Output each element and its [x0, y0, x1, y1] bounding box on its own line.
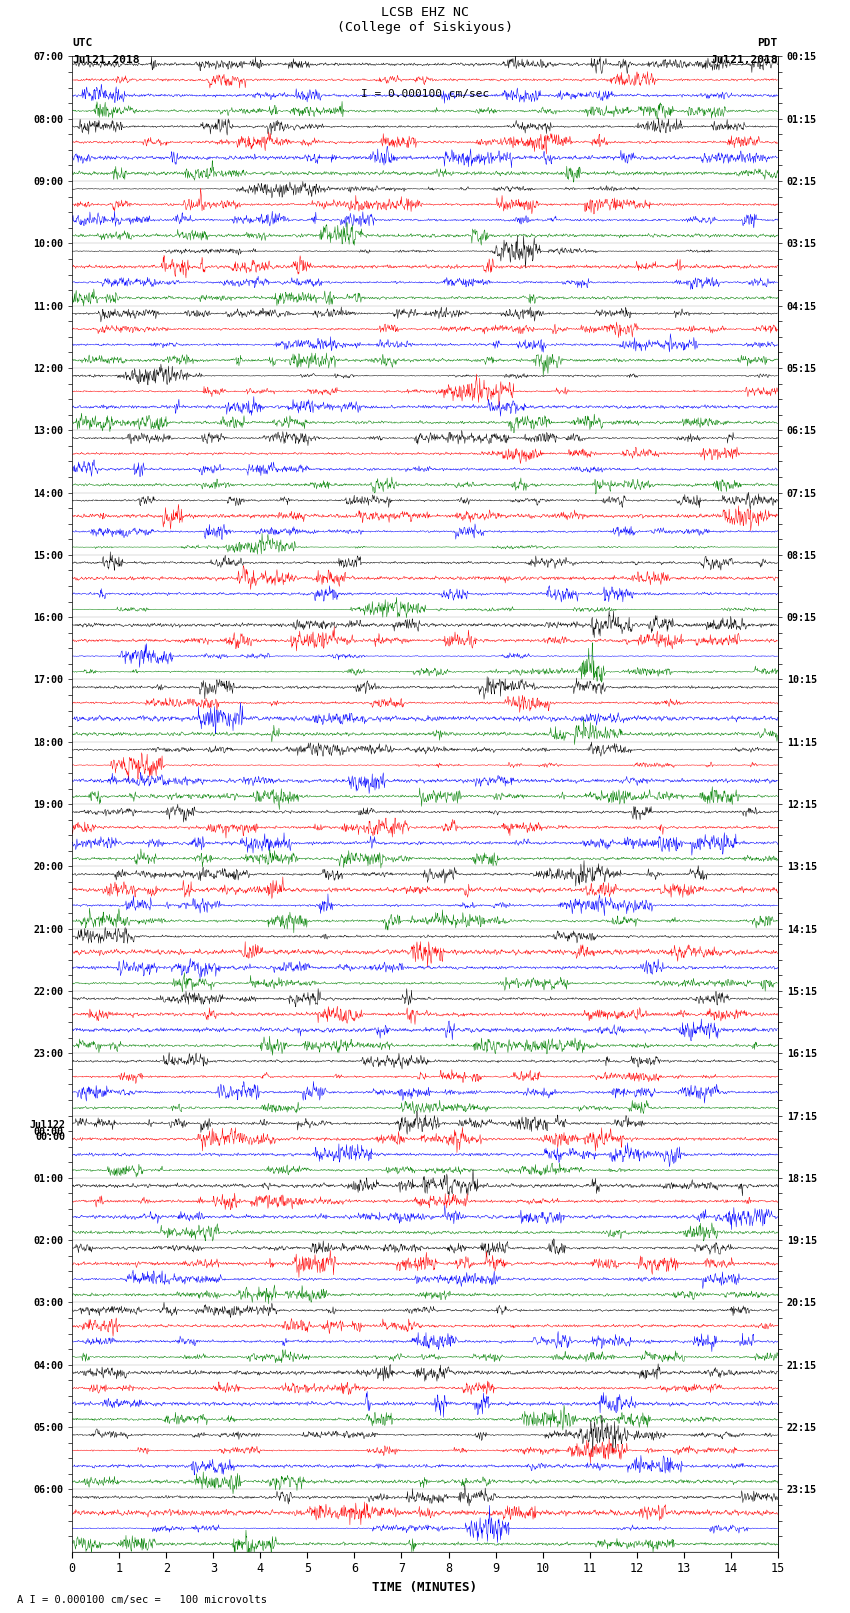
- X-axis label: TIME (MINUTES): TIME (MINUTES): [372, 1581, 478, 1594]
- Title: LCSB EHZ NC
(College of Siskiyous): LCSB EHZ NC (College of Siskiyous): [337, 6, 513, 34]
- Text: A I = 0.000100 cm/sec =   100 microvolts: A I = 0.000100 cm/sec = 100 microvolts: [17, 1595, 267, 1605]
- Text: Jul21,2018: Jul21,2018: [72, 55, 139, 65]
- Text: I = 0.000100 cm/sec: I = 0.000100 cm/sec: [361, 89, 489, 98]
- Text: UTC: UTC: [72, 39, 93, 48]
- Text: PDT: PDT: [757, 39, 778, 48]
- Text: Jul21,2018: Jul21,2018: [711, 55, 778, 65]
- Text: Jul122
00:00: Jul122 00:00: [29, 1121, 65, 1142]
